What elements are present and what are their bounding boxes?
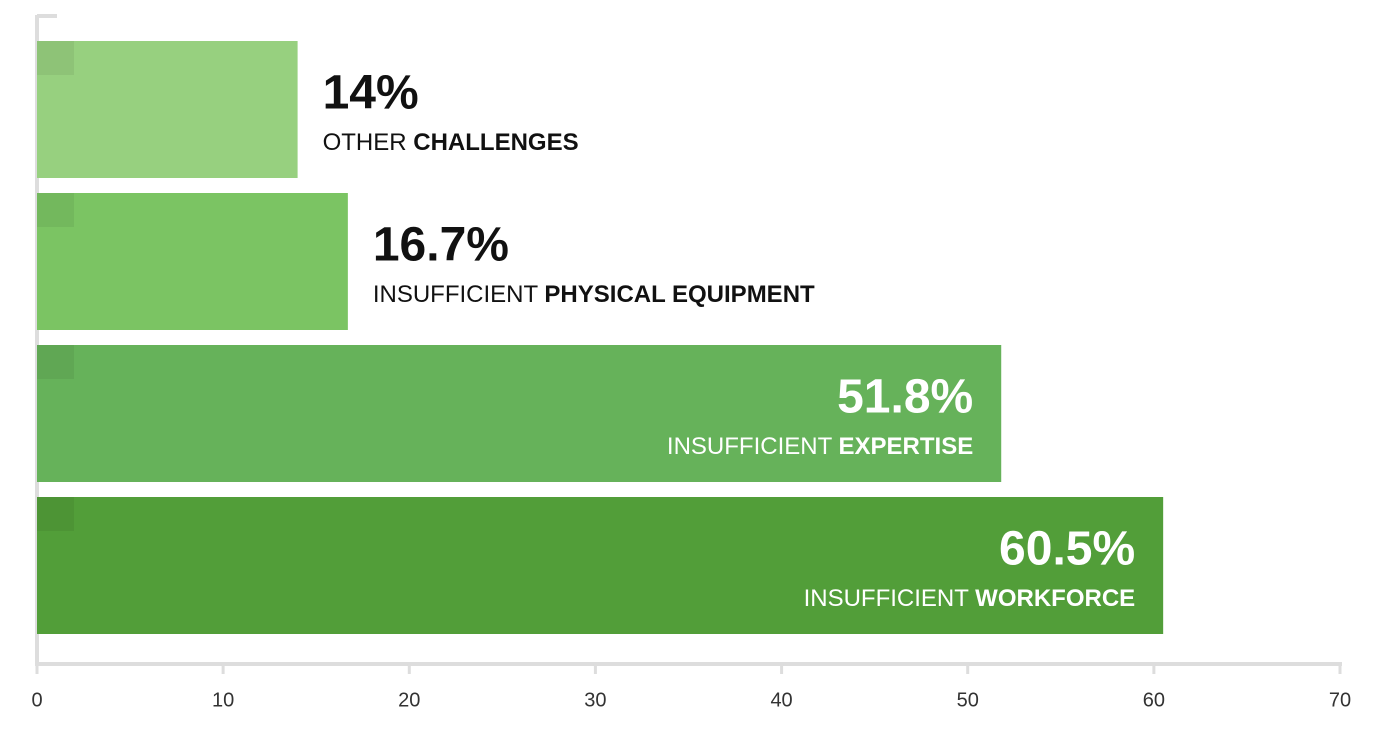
x-tick-label: 50 xyxy=(957,689,979,711)
value-label: 51.8% xyxy=(837,371,973,424)
bar-accent xyxy=(37,193,74,227)
category-emphasis: EXPERTISE xyxy=(839,433,974,460)
x-tick-label: 30 xyxy=(584,689,606,711)
bar-accent xyxy=(37,345,74,379)
bar xyxy=(37,345,1002,482)
category-emphasis: WORKFORCE xyxy=(975,585,1135,612)
x-tick-label: 10 xyxy=(212,689,234,711)
category-prefix: INSUFFICIENT xyxy=(667,433,833,460)
category-label: INSUFFICIENT EXPERTISE xyxy=(667,433,973,460)
bar-accent xyxy=(37,41,74,75)
x-tick-label: 70 xyxy=(1329,689,1351,711)
x-tick-label: 40 xyxy=(770,689,792,711)
bar xyxy=(37,41,298,178)
bar-accent xyxy=(37,497,74,531)
category-prefix: OTHER xyxy=(323,129,407,156)
category-prefix: INSUFFICIENT xyxy=(804,585,970,612)
category-label: INSUFFICIENT WORKFORCE xyxy=(804,585,1136,612)
bar xyxy=(37,497,1164,634)
x-tick-label: 20 xyxy=(398,689,420,711)
x-tick-label: 60 xyxy=(1143,689,1165,711)
x-tick-label: 0 xyxy=(31,689,42,711)
category-label: INSUFFICIENT PHYSICAL EQUIPMENT xyxy=(373,281,815,308)
bar xyxy=(37,193,348,330)
value-label: 60.5% xyxy=(999,523,1135,576)
value-label: 16.7% xyxy=(373,219,509,272)
category-label: OTHER CHALLENGES xyxy=(323,129,579,156)
value-label: 14% xyxy=(323,67,419,120)
category-emphasis: CHALLENGES xyxy=(413,129,578,156)
category-prefix: INSUFFICIENT xyxy=(373,281,539,308)
category-emphasis: PHYSICAL EQUIPMENT xyxy=(544,281,815,308)
